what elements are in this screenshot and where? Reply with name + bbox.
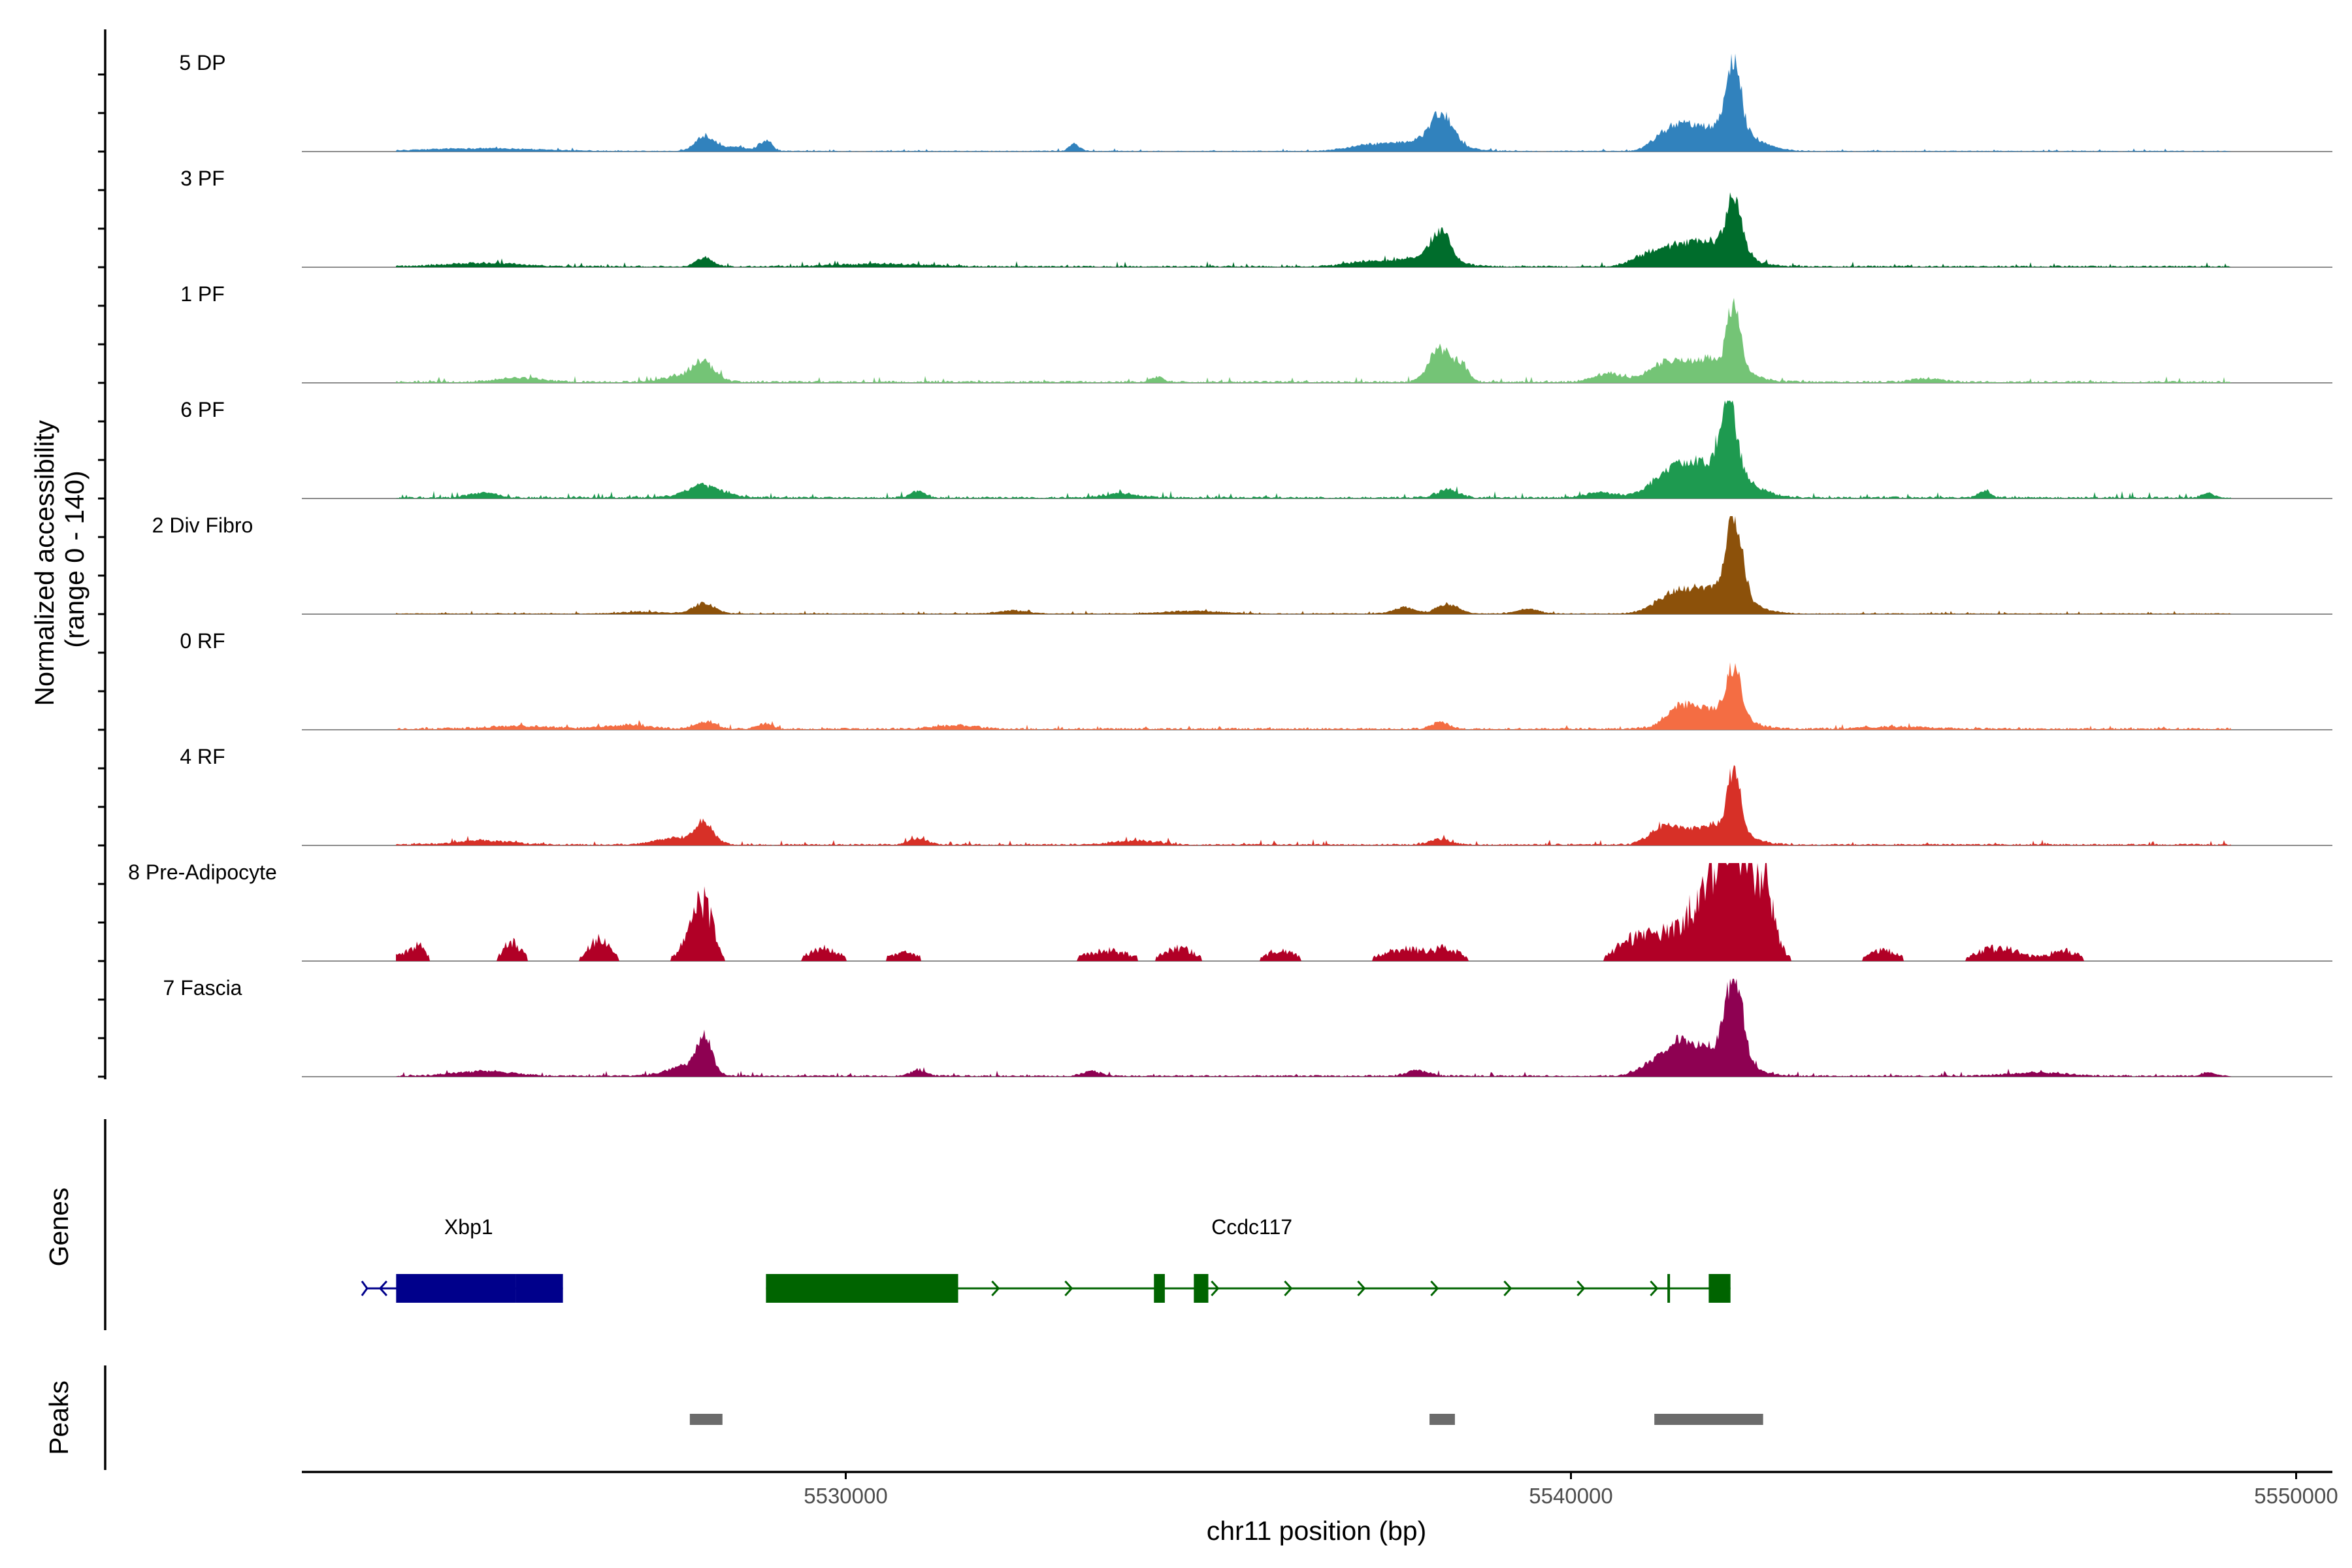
x-tick-label: 5550000 <box>2254 1484 2338 1508</box>
coverage-track: 2 Div Fibro <box>152 514 2332 615</box>
genes-panel-label: Genes <box>44 1188 74 1267</box>
peak-region <box>1654 1414 1763 1425</box>
coverage-area <box>396 192 2231 267</box>
coverage-y-axis <box>98 29 106 1079</box>
track-label: 6 PF <box>180 398 225 421</box>
gene-strand-arrow <box>1284 1280 1293 1297</box>
track-label: 8 Pre-Adipocyte <box>128 860 277 884</box>
track-label: 5 DP <box>179 51 225 74</box>
coverage-y-axis-title-line1: Normalized accessibility <box>29 419 59 706</box>
x-tick-label: 5530000 <box>804 1484 887 1508</box>
coverage-area <box>396 979 2231 1077</box>
gene-exon <box>1708 1274 1731 1303</box>
gene-strand-arrow <box>1357 1280 1366 1297</box>
gene-label: Xbp1 <box>444 1215 493 1239</box>
gene-strand-arrow <box>378 1280 388 1297</box>
track-label: 2 Div Fibro <box>152 514 253 537</box>
coverage-area <box>396 662 2231 730</box>
gene-strand-arrow <box>1503 1280 1512 1297</box>
coverage-tracks: 5 DP 3 PF 1 PF 6 PF 2 Div Fibro 0 RF 4 RF 8 Pre… <box>128 51 2332 1077</box>
gene-strand-arrow <box>1650 1280 1659 1297</box>
coverage-y-axis-title-line2: (range 0 - 140) <box>59 470 90 647</box>
gene-exon <box>766 1274 958 1303</box>
gene-annotations: Xbp1 Ccdc117 <box>361 1215 1731 1303</box>
track-label: 1 PF <box>180 282 225 306</box>
gene-strand-arrow <box>1064 1280 1073 1297</box>
coverage-track: 3 PF <box>180 167 2332 268</box>
coverage-area <box>396 54 2231 152</box>
gene-label: Ccdc117 <box>1211 1215 1292 1239</box>
coverage-area <box>396 863 2100 961</box>
peak-regions <box>689 1414 1763 1425</box>
coverage-area <box>396 765 2231 845</box>
gene-strand-arrow <box>361 1281 368 1296</box>
coverage-track: 1 PF <box>180 282 2332 384</box>
coverage-area <box>396 400 2231 498</box>
track-label: 0 RF <box>180 629 225 653</box>
gene-strand-arrow <box>991 1280 1000 1297</box>
gene-exon <box>396 1274 516 1303</box>
peaks-panel-label: Peaks <box>44 1380 74 1455</box>
gene: Ccdc117 <box>766 1215 1731 1303</box>
gene-exon <box>1154 1274 1165 1303</box>
track-label: 4 RF <box>180 745 225 768</box>
gene-exon <box>1194 1274 1209 1303</box>
gene-exon <box>1667 1274 1671 1303</box>
track-label: 3 PF <box>180 167 225 190</box>
coverage-area <box>396 297 2231 383</box>
gene-exon <box>515 1274 563 1303</box>
coverage-track: 5 DP <box>179 51 2332 152</box>
gene-strand-arrow <box>1576 1280 1586 1297</box>
gene: Xbp1 <box>361 1215 563 1303</box>
coverage-track: 8 Pre-Adipocyte <box>128 860 2332 962</box>
gene-strand-arrow <box>1430 1280 1439 1297</box>
coverage-track: 4 RF <box>180 745 2332 846</box>
x-axis: 5530000 5540000 5550000 <box>302 1471 2338 1508</box>
peak-region <box>1429 1414 1455 1425</box>
peak-region <box>689 1414 723 1425</box>
track-label: 7 Fascia <box>163 976 242 1000</box>
gene-strand-arrow <box>1211 1280 1220 1297</box>
coverage-y-axis-title: Normalized accessibility (range 0 - 140) <box>29 413 90 706</box>
coverage-area <box>396 516 2231 614</box>
coverage-track: 0 RF <box>180 629 2332 730</box>
coverage-track: 7 Fascia <box>163 976 2332 1077</box>
x-tick-label: 5540000 <box>1529 1484 1612 1508</box>
coverage-track: 6 PF <box>180 398 2332 499</box>
x-axis-title: chr11 position (bp) <box>1207 1516 1427 1546</box>
